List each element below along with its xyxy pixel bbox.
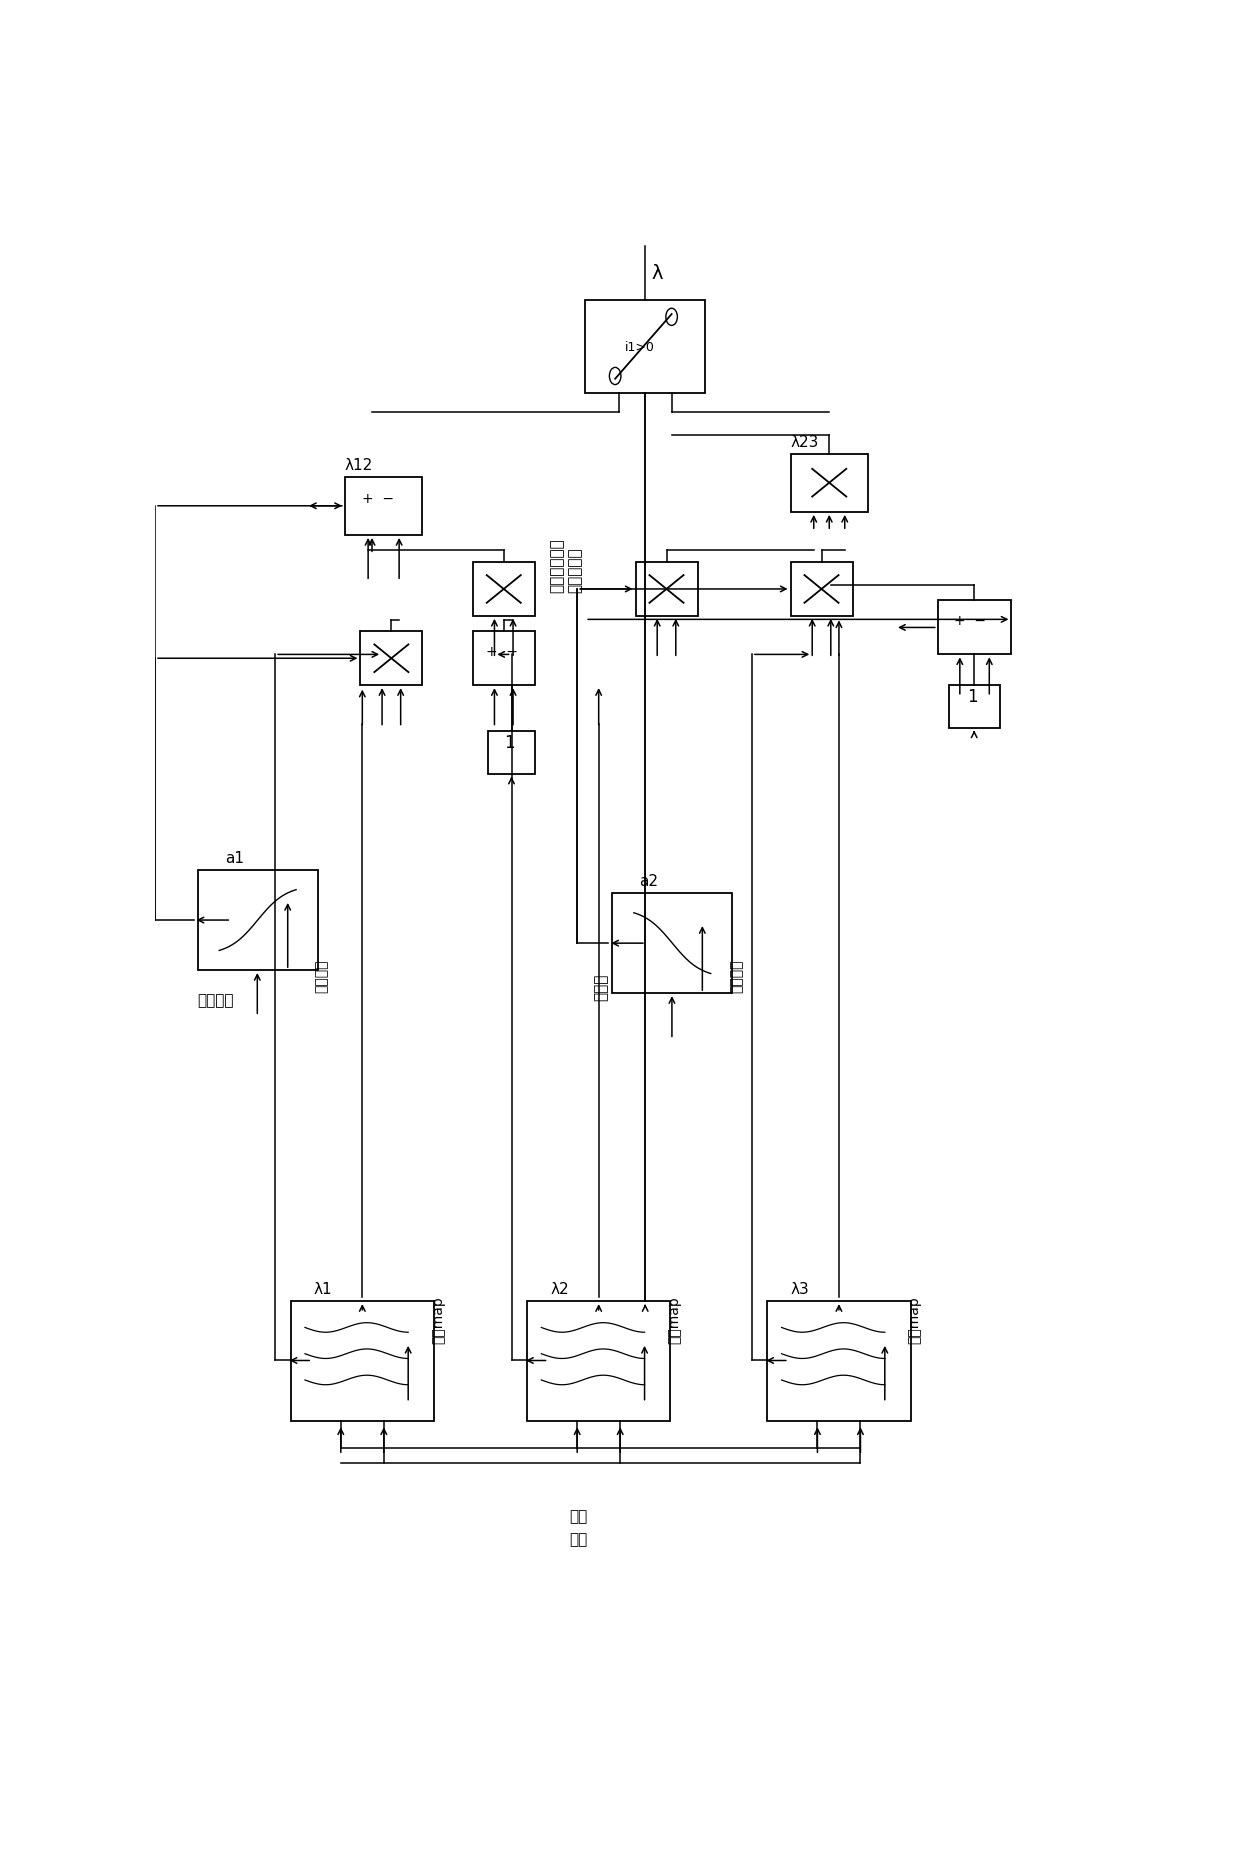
Text: 转速: 转速: [569, 1508, 588, 1525]
Bar: [613, 893, 733, 993]
Text: 1: 1: [505, 735, 515, 751]
Text: a2: a2: [640, 874, 658, 889]
Bar: [937, 601, 1012, 655]
Text: λ23: λ23: [791, 435, 818, 450]
Text: λ2: λ2: [551, 1282, 569, 1296]
Text: 第一map: 第一map: [430, 1296, 445, 1343]
Text: a1: a1: [224, 852, 244, 867]
Bar: [472, 631, 534, 684]
Bar: [197, 870, 317, 971]
Text: λ12: λ12: [345, 458, 373, 472]
Text: 运行时间是否
达到一定值: 运行时间是否 达到一定值: [549, 538, 582, 593]
Bar: [950, 684, 999, 727]
Text: +  −: + −: [362, 493, 394, 506]
Text: 储氧量: 储氧量: [593, 973, 608, 1001]
Bar: [768, 1302, 910, 1421]
Bar: [345, 478, 423, 536]
Text: 负荷: 负荷: [569, 1533, 588, 1548]
Text: +  −: + −: [954, 614, 986, 629]
Bar: [791, 562, 853, 616]
Bar: [585, 299, 706, 392]
Text: 第一曲线: 第一曲线: [315, 960, 329, 993]
Bar: [472, 562, 534, 616]
Bar: [527, 1302, 671, 1421]
Text: λ1: λ1: [314, 1282, 332, 1296]
Text: +  −: + −: [486, 645, 518, 658]
Text: λ: λ: [651, 264, 662, 283]
Bar: [791, 454, 868, 512]
Bar: [489, 731, 534, 774]
Text: 运行时间: 运行时间: [197, 993, 234, 1008]
Text: 第二map: 第二map: [667, 1296, 681, 1343]
Text: i1>0: i1>0: [625, 340, 655, 353]
Text: λ3: λ3: [791, 1282, 810, 1296]
Bar: [635, 562, 697, 616]
Bar: [290, 1302, 434, 1421]
Bar: [361, 631, 423, 684]
Text: 第三曲线: 第三曲线: [729, 960, 743, 993]
Text: 第三map: 第三map: [908, 1296, 921, 1343]
Text: 1: 1: [967, 688, 977, 707]
